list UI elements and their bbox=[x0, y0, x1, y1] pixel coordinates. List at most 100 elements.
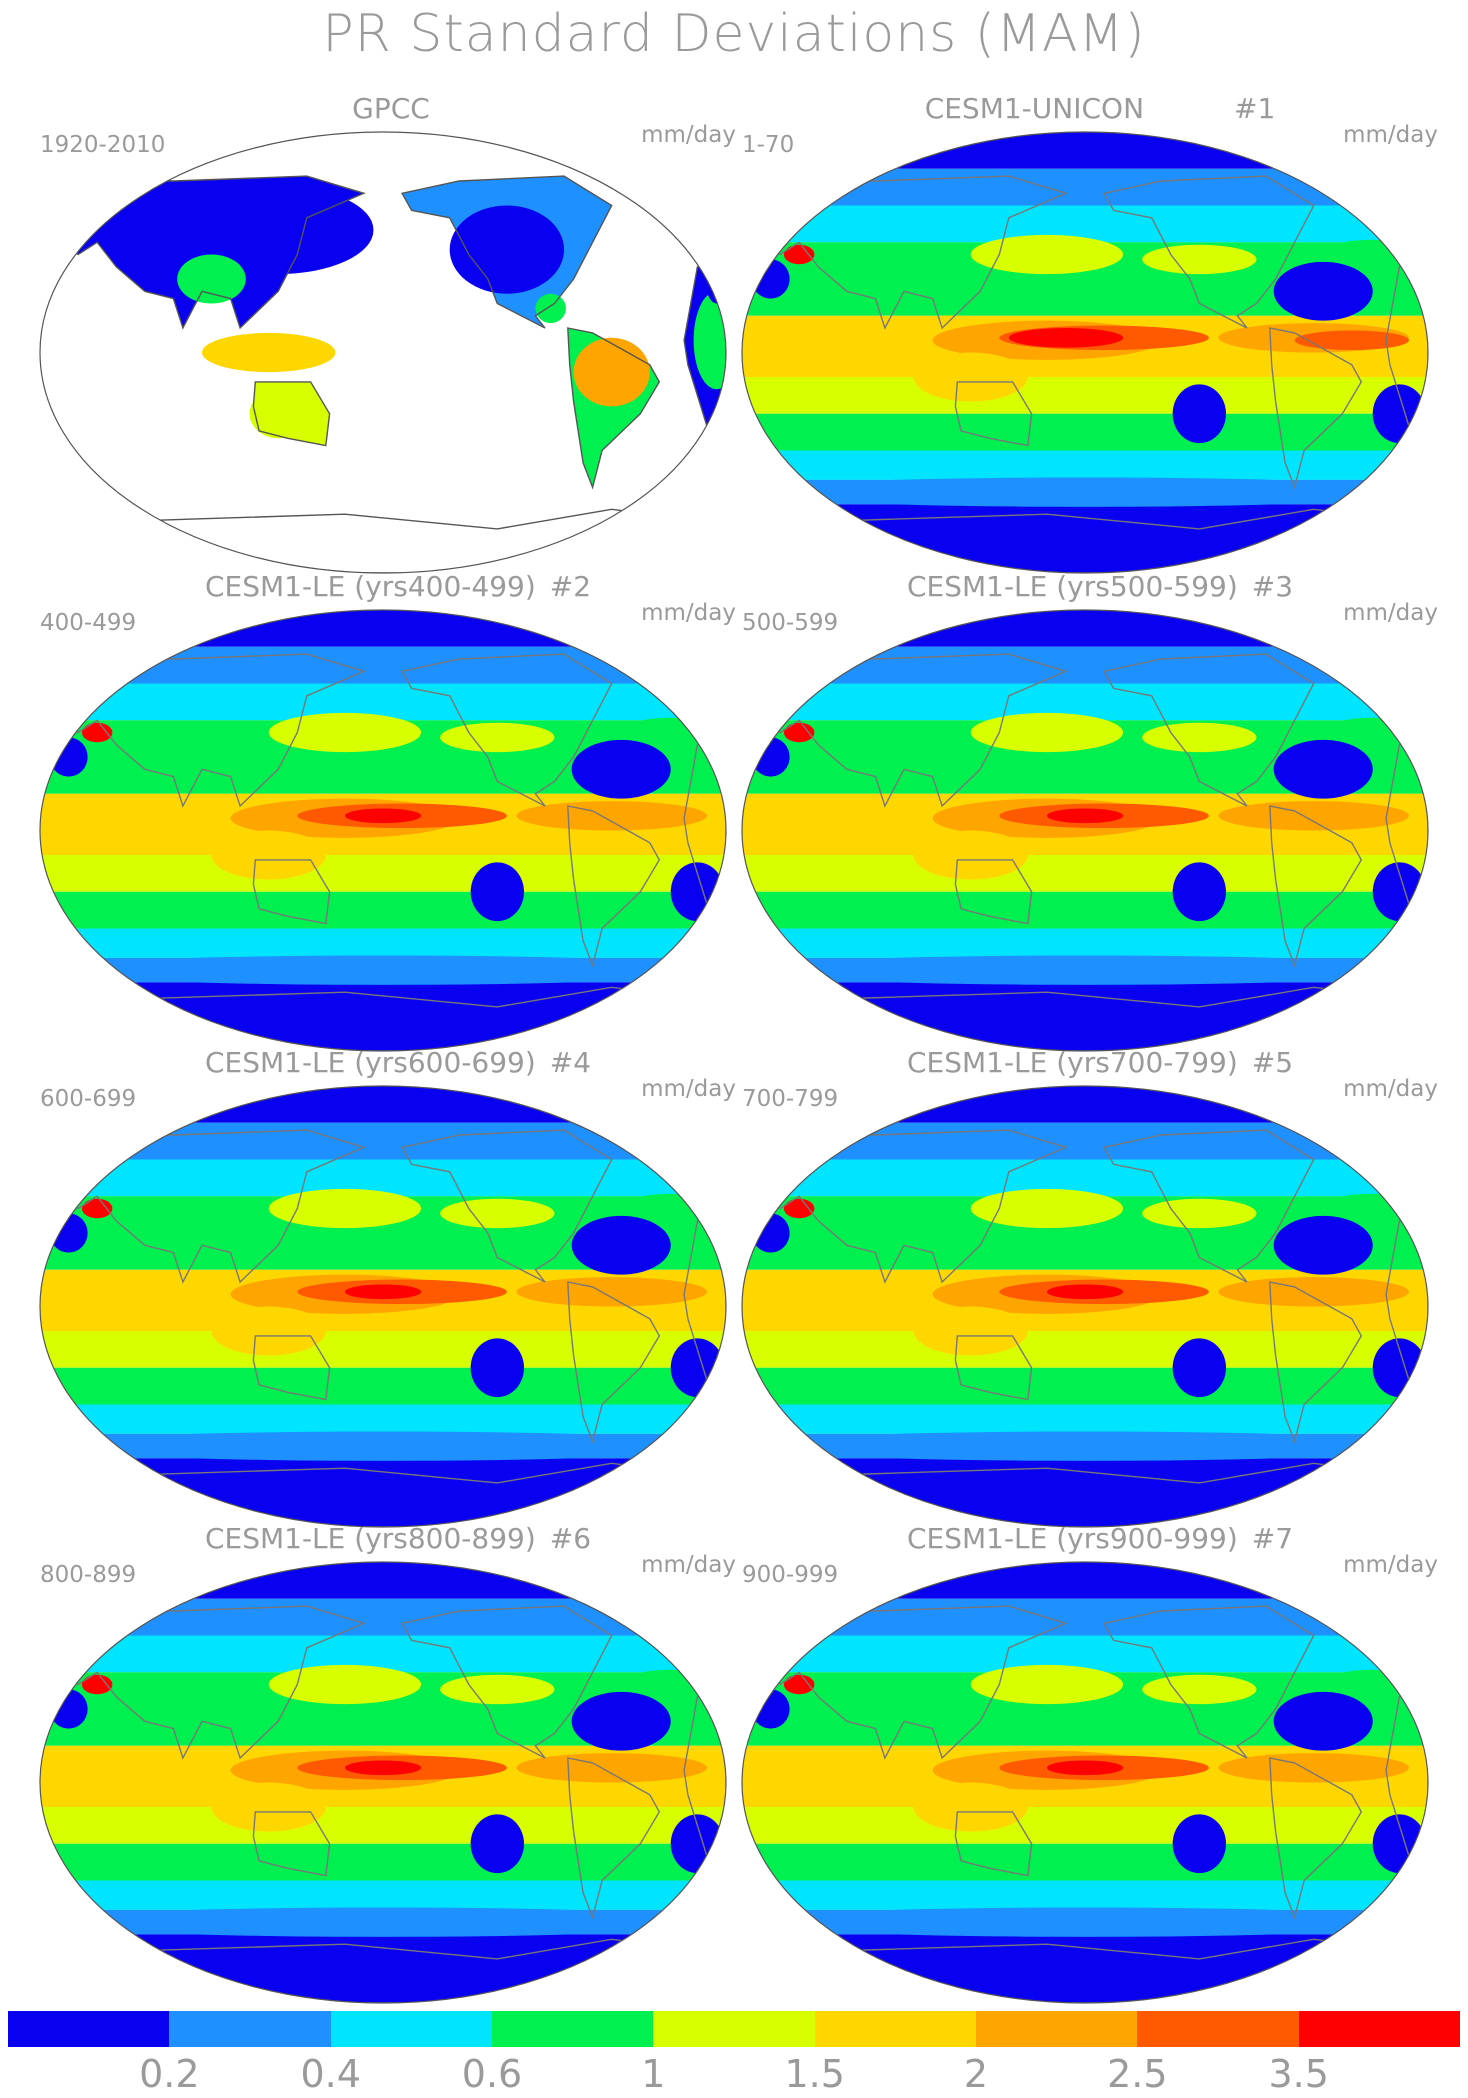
coastline bbox=[567, 1281, 661, 1444]
precip-band bbox=[742, 683, 1428, 721]
legend-swatch bbox=[1137, 2011, 1299, 2047]
map-projection bbox=[741, 1085, 1429, 1528]
map-panel: GPCC 1920-2010 mm/day bbox=[38, 92, 758, 574]
precip-region bbox=[516, 801, 707, 831]
coastline bbox=[1103, 1129, 1315, 1283]
coastline bbox=[1269, 327, 1363, 490]
panel-number: #6 bbox=[549, 1522, 592, 1555]
precip-region bbox=[535, 293, 566, 324]
precip-band bbox=[742, 413, 1428, 451]
dry-zone bbox=[571, 739, 671, 799]
rainfall-max bbox=[783, 722, 815, 743]
legend-swatch bbox=[491, 2011, 654, 2047]
coastline bbox=[401, 1129, 613, 1283]
map-projection bbox=[39, 131, 727, 574]
panel-title: CESM1-LE (yrs400-499) #2 bbox=[38, 570, 758, 603]
precip-region bbox=[440, 722, 555, 753]
precip-region bbox=[40, 1431, 726, 1461]
panel-year-range: 1920-2010 bbox=[40, 132, 166, 158]
precip-region bbox=[970, 234, 1124, 275]
legend-swatch bbox=[8, 2011, 170, 2047]
precip-region bbox=[1218, 1277, 1409, 1307]
map-border bbox=[39, 609, 727, 1052]
precip-band bbox=[742, 1159, 1428, 1197]
coastline bbox=[252, 1335, 331, 1401]
precip-region bbox=[970, 712, 1124, 753]
precip-region bbox=[40, 955, 726, 985]
rainfall-max bbox=[1294, 330, 1409, 351]
precip-region bbox=[970, 1664, 1124, 1705]
rainfall-max bbox=[1046, 808, 1124, 824]
polar-band bbox=[742, 1086, 1428, 1123]
precip-region bbox=[1218, 801, 1409, 831]
precip-band bbox=[742, 377, 1428, 414]
precip-band bbox=[742, 1367, 1428, 1405]
panel-year-range: 1-70 bbox=[742, 132, 795, 158]
coastline bbox=[1103, 175, 1315, 329]
legend-swatch bbox=[975, 2011, 1138, 2047]
panel-units: mm/day bbox=[1343, 1552, 1438, 1578]
coastline bbox=[40, 508, 726, 573]
panel-year-range: 900-999 bbox=[742, 1562, 839, 1588]
coastline bbox=[954, 1811, 1033, 1877]
dry-zone bbox=[1273, 1215, 1373, 1275]
legend-swatch bbox=[653, 2011, 815, 2047]
map-panel: CESM1-LE (yrs400-499) #2 400-499 mm/day bbox=[38, 570, 758, 1052]
legend-tick-label: 2 bbox=[963, 2052, 989, 2096]
dry-zone bbox=[1172, 384, 1227, 444]
dry-zone bbox=[1273, 261, 1373, 321]
rainfall-max bbox=[783, 244, 815, 265]
precip-region bbox=[913, 830, 1028, 880]
precip-band bbox=[742, 450, 1428, 480]
map-border bbox=[741, 1085, 1429, 1528]
legend-swatch bbox=[1298, 2011, 1460, 2047]
precip-region bbox=[177, 254, 246, 304]
panel-year-range: 500-599 bbox=[742, 610, 839, 636]
rainfall-max bbox=[1008, 328, 1124, 348]
map-border bbox=[39, 131, 727, 574]
precip-region bbox=[249, 389, 307, 439]
color-legend-bar bbox=[8, 2011, 1460, 2047]
panel-units: mm/day bbox=[641, 1076, 736, 1102]
rainfall-max bbox=[81, 1674, 113, 1695]
precip-region bbox=[440, 1198, 555, 1229]
precip-region bbox=[693, 291, 726, 390]
precip-region bbox=[1142, 722, 1257, 753]
map-border bbox=[741, 131, 1429, 574]
precip-band bbox=[40, 1843, 726, 1881]
panel-units: mm/day bbox=[1343, 600, 1438, 626]
panel-units: mm/day bbox=[1343, 122, 1438, 148]
coastline bbox=[954, 381, 1033, 447]
precip-band bbox=[742, 1404, 1428, 1434]
coastline bbox=[742, 1938, 1428, 2003]
rainfall-max bbox=[783, 1674, 815, 1695]
map-projection bbox=[741, 609, 1429, 1052]
panel-title: CESM1-LE (yrs800-899) #6 bbox=[38, 1522, 758, 1555]
precip-band bbox=[742, 1331, 1428, 1368]
rainfall-max bbox=[344, 808, 422, 824]
precip-region bbox=[913, 352, 1028, 402]
coastline bbox=[742, 986, 1428, 1051]
legend-swatch bbox=[814, 2011, 976, 2047]
precip-region bbox=[742, 477, 1428, 507]
polar-band bbox=[40, 1562, 726, 1599]
panel-number: #2 bbox=[549, 570, 592, 603]
rainfall-max bbox=[1046, 1760, 1124, 1776]
precip-region bbox=[211, 830, 326, 880]
polar-band bbox=[742, 1934, 1428, 2003]
panel-title: CESM1-LE (yrs500-599) #3 bbox=[740, 570, 1460, 603]
legend-tick-label: 0.2 bbox=[139, 2052, 200, 2096]
polar-band bbox=[40, 1934, 726, 2003]
coastline bbox=[1269, 805, 1363, 968]
panel-name: CESM1-LE (yrs900-999) bbox=[906, 1522, 1238, 1555]
coastline bbox=[954, 859, 1033, 925]
precip-region bbox=[742, 955, 1428, 985]
precip-band bbox=[40, 1331, 726, 1368]
dry-zone bbox=[1172, 862, 1227, 922]
legend-swatch bbox=[169, 2011, 331, 2047]
polar-band bbox=[40, 1086, 726, 1123]
precip-band bbox=[742, 928, 1428, 958]
map-panel: CESM1-LE (yrs600-699) #4 600-699 mm/day bbox=[38, 1046, 758, 1528]
dry-zone bbox=[1273, 1691, 1373, 1751]
panel-units: mm/day bbox=[641, 122, 736, 148]
